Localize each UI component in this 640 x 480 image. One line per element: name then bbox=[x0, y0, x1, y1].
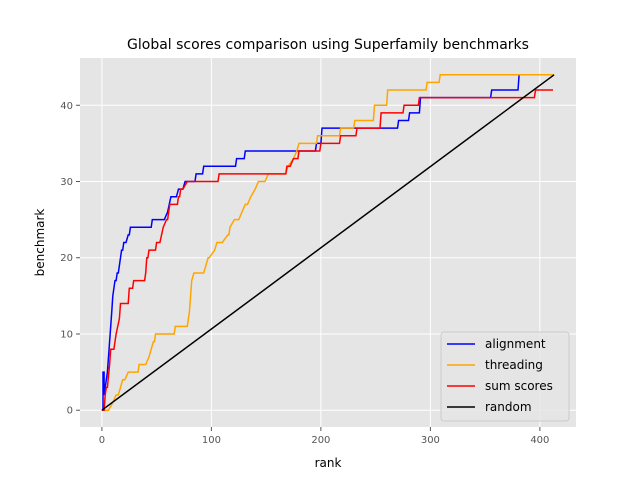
legend-frame bbox=[440, 331, 570, 422]
y-tick-label: 20 bbox=[60, 253, 73, 264]
x-tick-label: 100 bbox=[202, 435, 221, 446]
legend-label-random: random bbox=[485, 400, 532, 414]
x-tick-label: 400 bbox=[530, 435, 549, 446]
y-axis-title: benchmark bbox=[33, 209, 47, 277]
legend-label-sum-scores: sum scores bbox=[485, 379, 553, 393]
x-axis-title: rank bbox=[315, 456, 342, 470]
y-tick-label: 10 bbox=[60, 329, 73, 340]
legend: alignment threading sum scores random bbox=[440, 331, 570, 422]
series-line-threading bbox=[101, 74, 555, 411]
x-tick-label: 0 bbox=[99, 435, 105, 446]
y-tick-label: 40 bbox=[60, 101, 73, 112]
series-line-random bbox=[101, 74, 555, 411]
chart-title: Global scores comparison using Superfami… bbox=[127, 37, 529, 53]
ticks: 0 100 200 300 400 0 10 20 30 40 bbox=[60, 101, 549, 446]
legend-label-alignment: alignment bbox=[485, 337, 546, 351]
y-tick-label: 0 bbox=[67, 406, 73, 417]
x-tick-label: 200 bbox=[311, 435, 330, 446]
series-line-sum-scores bbox=[101, 89, 553, 411]
y-tick-label: 30 bbox=[60, 177, 73, 188]
x-tick-label: 300 bbox=[421, 435, 440, 446]
series-layer bbox=[101, 74, 555, 411]
legend-label-threading: threading bbox=[485, 358, 543, 372]
